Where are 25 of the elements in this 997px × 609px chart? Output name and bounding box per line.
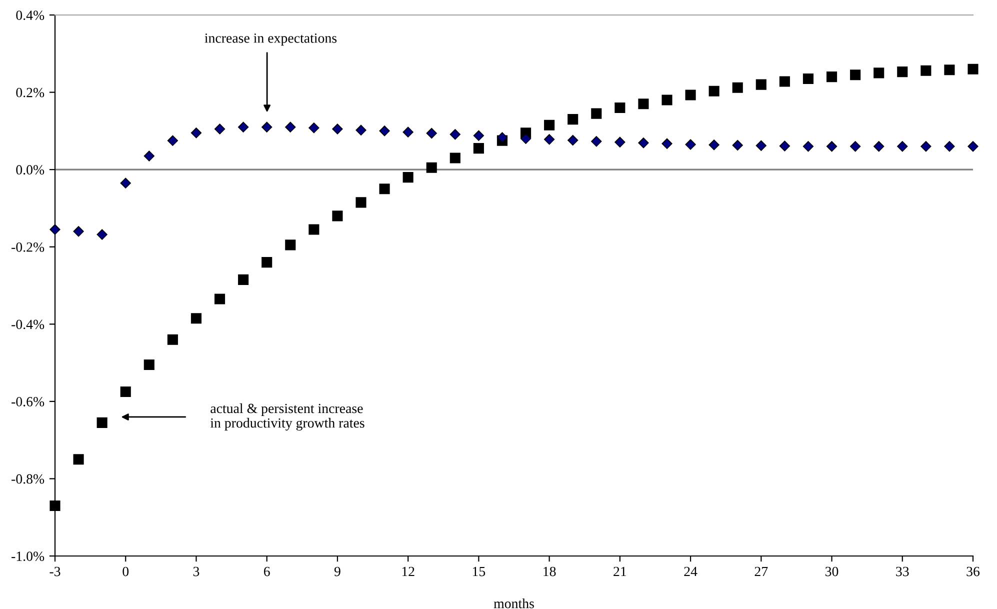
- y-tick-label: 0.0%: [16, 165, 44, 175]
- y-tick-label: -0.2%: [12, 242, 44, 252]
- x-tick-label: 33: [896, 566, 909, 576]
- x-tick-label: 0: [122, 566, 129, 576]
- x-tick-label: -3: [50, 566, 60, 576]
- x-tick-label: 9: [334, 566, 340, 576]
- x-tick-label: 6: [264, 566, 270, 576]
- y-tick-label: -0.8%: [12, 474, 44, 484]
- x-tick-label: 18: [544, 566, 556, 576]
- y-tick-label: -0.4%: [12, 320, 44, 330]
- x-tick-label: 36: [966, 566, 980, 576]
- x-tick-label: 30: [825, 566, 838, 576]
- x-tick-label: 15: [472, 566, 486, 576]
- x-axis-title: months: [494, 598, 534, 608]
- y-tick-label: -1.0%: [12, 552, 44, 562]
- x-tick-label: 27: [754, 566, 768, 576]
- y-tick-label: 0.4%: [16, 10, 44, 20]
- x-tick-label: 21: [614, 566, 626, 576]
- x-tick-label: 3: [193, 566, 200, 576]
- x-tick-label: 12: [402, 566, 414, 576]
- y-tick-label: -0.6%: [12, 397, 44, 406]
- y-tick-label: 0.2%: [16, 88, 44, 98]
- annotation: increase in expectations: [204, 33, 337, 46]
- x-tick-label: 24: [684, 566, 698, 576]
- annotation: actual & persistent increase in productivity growth rates: [210, 403, 364, 431]
